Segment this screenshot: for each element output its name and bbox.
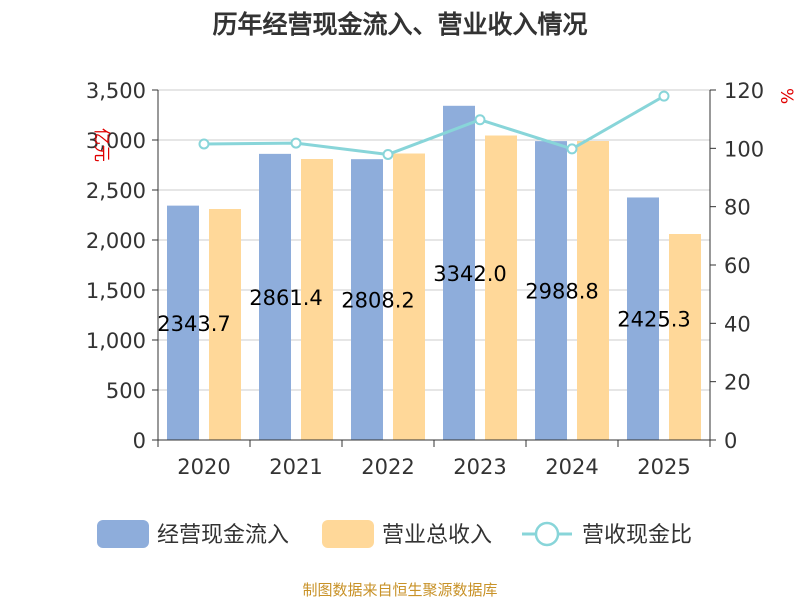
ratio-point-2022 (382, 148, 394, 160)
bar-经营现金流入-2022 (351, 159, 383, 440)
legend-marker-营收现金比 (534, 521, 560, 547)
x-tick-label: 2023 (453, 455, 506, 479)
left-tick-label: 1,000 (86, 329, 146, 353)
bar-营业总收入-2025 (669, 234, 701, 440)
left-tick-label: 500 (106, 379, 146, 403)
chart-title: 历年经营现金流入、营业收入情况 (212, 10, 587, 39)
bar-营业总收入-2022 (393, 153, 425, 440)
ratio-line-group (198, 90, 670, 160)
ratio-point-2021 (290, 137, 302, 149)
data-label: 2808.2 (341, 289, 414, 313)
right-axis-unit: % (776, 88, 796, 104)
left-tick-label: 0 (133, 429, 146, 453)
bar-经营现金流入-2021 (259, 153, 291, 441)
bar-营业总收入-2020 (209, 209, 241, 440)
right-tick-label: 60 (724, 254, 751, 278)
data-label: 2425.3 (617, 308, 690, 332)
right-tick-label: 100 (724, 137, 764, 161)
left-tick-label: 3,000 (86, 129, 146, 153)
left-tick-label: 2,500 (86, 179, 146, 203)
data-label: 2343.7 (157, 312, 230, 336)
axes-group: 0 500 1,000 1,500 2,000 2,500 3,000 3,500 0 20 40 6… (86, 79, 796, 479)
x-tick-label: 2025 (637, 455, 690, 479)
left-axis-unit: 亿元 (91, 128, 111, 162)
bar-经营现金流入-2023 (443, 105, 475, 441)
x-tick-label: 2021 (269, 455, 322, 479)
right-tick-label: 0 (724, 429, 737, 453)
x-tick-label: 2022 (361, 455, 414, 479)
source-note: 制图数据来自恒生聚源数据库 (302, 581, 497, 599)
right-tick-label: 20 (724, 371, 751, 395)
legend-swatch-营业总收入 (322, 520, 374, 548)
bar-营业总收入-2021 (301, 159, 333, 440)
ratio-point-2023 (474, 114, 486, 126)
bar-营业总收入-2024 (577, 141, 609, 440)
right-tick-label: 40 (724, 312, 751, 336)
bars-group (167, 105, 701, 441)
right-tick-label: 120 (724, 79, 764, 103)
legend-label: 经营现金流入 (157, 523, 289, 548)
ratio-point-2024 (566, 143, 578, 155)
left-tick-label: 1,500 (86, 279, 146, 303)
data-label: 3342.0 (433, 262, 506, 286)
legend-label: 营业总收入 (382, 523, 492, 548)
legend-swatch-经营现金流入 (97, 520, 149, 548)
legend: 经营现金流入 营业总收入 营收现金比 (97, 520, 692, 548)
ratio-line (203, 94, 665, 156)
legend-label: 营收现金比 (582, 523, 692, 548)
ratio-point-2025 (658, 90, 670, 102)
data-labels-group: 2343.7 2861.4 2808.2 3342.0 2988.8 2425.3 (157, 262, 690, 336)
ratio-point-2020 (198, 138, 210, 150)
bar-营业总收入-2023 (485, 135, 517, 440)
bar-经营现金流入-2020 (167, 205, 199, 440)
grid-lines (158, 89, 710, 391)
data-label: 2988.8 (525, 280, 598, 304)
left-tick-label: 2,000 (86, 229, 146, 253)
bar-经营现金流入-2024 (535, 141, 567, 440)
x-tick-label: 2020 (177, 455, 230, 479)
data-label: 2861.4 (249, 286, 322, 310)
right-tick-label: 80 (724, 196, 751, 220)
left-tick-label: 3,500 (86, 79, 146, 103)
bar-经营现金流入-2025 (627, 197, 659, 440)
x-tick-label: 2024 (545, 455, 598, 479)
